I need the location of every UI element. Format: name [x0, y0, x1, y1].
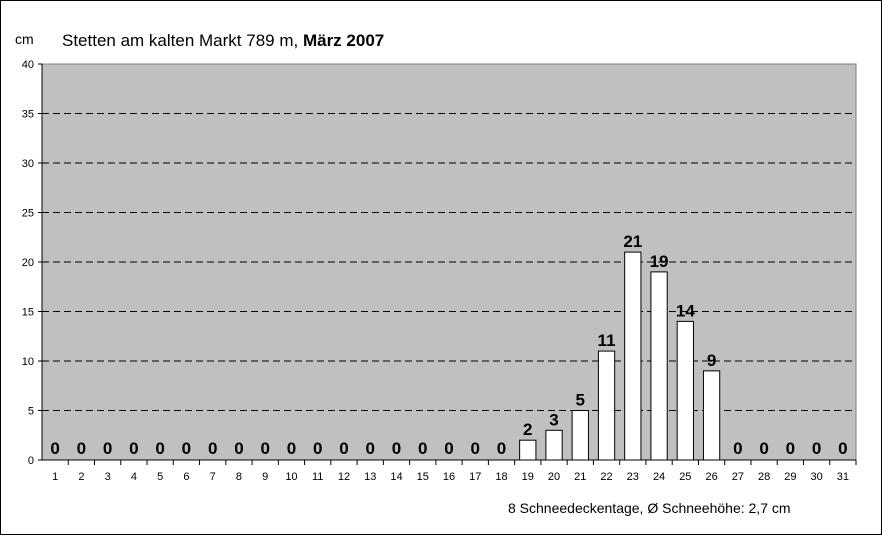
data-label: 0 — [497, 439, 506, 458]
y-tick-label: 5 — [28, 406, 34, 418]
data-label: 14 — [676, 301, 695, 320]
data-label: 0 — [471, 439, 480, 458]
x-tick-label: 8 — [236, 471, 242, 483]
x-tick-label: 10 — [285, 471, 297, 483]
x-tick-label: 25 — [679, 471, 691, 483]
y-tick-label: 35 — [22, 109, 34, 121]
y-tick-label: 25 — [22, 208, 34, 220]
chart-footer-summary: 8 Schneedeckentage, Ø Schneehöhe: 2,7 cm — [508, 500, 791, 516]
data-label: 0 — [287, 439, 296, 458]
data-label: 0 — [260, 439, 269, 458]
x-tick-label: 15 — [417, 471, 429, 483]
data-label: 0 — [759, 439, 768, 458]
x-tick-label: 7 — [210, 471, 216, 483]
data-label: 0 — [208, 439, 217, 458]
data-label: 0 — [155, 439, 164, 458]
y-tick-label: 0 — [28, 455, 34, 467]
bar — [676, 320, 694, 461]
y-axis-unit-label: cm — [15, 31, 34, 47]
data-label: 0 — [786, 439, 795, 458]
data-label: 0 — [812, 439, 821, 458]
data-label: 2 — [523, 420, 532, 439]
data-label: 3 — [549, 410, 558, 429]
x-tick-label: 14 — [390, 471, 402, 483]
x-tick-label: 13 — [364, 471, 376, 483]
x-tick-label: 1 — [52, 471, 58, 483]
y-tick-label: 20 — [22, 257, 34, 269]
data-label: 0 — [838, 439, 847, 458]
x-tick-label: 17 — [469, 471, 481, 483]
x-tick-label: 31 — [837, 471, 849, 483]
bar — [597, 350, 616, 461]
x-tick-label: 2 — [78, 471, 84, 483]
x-tick-label: 22 — [600, 471, 612, 483]
x-tick-label: 18 — [495, 471, 507, 483]
chart-title-period: März 2007 — [302, 31, 385, 50]
x-tick-label: 27 — [732, 471, 744, 483]
bar — [571, 410, 589, 461]
bar — [650, 271, 668, 461]
x-tick-label: 28 — [758, 471, 770, 483]
x-tick-label: 23 — [627, 471, 639, 483]
x-tick-label: 9 — [262, 471, 268, 483]
data-label: 5 — [576, 391, 585, 410]
data-label: 0 — [365, 439, 374, 458]
x-tick-label: 19 — [522, 471, 534, 483]
data-label: 0 — [313, 439, 322, 458]
data-label: 0 — [103, 439, 112, 458]
data-label: 0 — [339, 439, 348, 458]
chart-title-location: Stetten am kalten Markt 789 m, — [62, 31, 299, 50]
x-tick-label: 21 — [574, 471, 586, 483]
data-label: 0 — [234, 439, 243, 458]
x-tick-label: 20 — [548, 471, 560, 483]
y-tick-label: 30 — [22, 158, 34, 170]
x-tick-label: 5 — [157, 471, 163, 483]
bar — [519, 439, 537, 461]
x-tick-label: 6 — [183, 471, 189, 483]
y-tick-label: 15 — [22, 307, 34, 319]
x-tick-label: 26 — [705, 471, 717, 483]
x-tick-label: 16 — [443, 471, 455, 483]
y-tick-label: 40 — [22, 59, 34, 71]
x-tick-label: 24 — [653, 471, 665, 483]
x-tick-label: 30 — [810, 471, 822, 483]
y-tick-label: 10 — [22, 356, 34, 368]
x-tick-label: 3 — [105, 471, 111, 483]
x-tick-label: 12 — [338, 471, 350, 483]
data-label: 0 — [733, 439, 742, 458]
data-label: 0 — [77, 439, 86, 458]
data-label: 0 — [418, 439, 427, 458]
data-label: 11 — [598, 331, 616, 350]
data-label: 0 — [392, 439, 401, 458]
bar — [545, 429, 563, 461]
data-label: 0 — [444, 439, 453, 458]
bar — [624, 251, 642, 461]
data-label: 0 — [50, 439, 59, 458]
data-label: 0 — [129, 439, 138, 458]
data-label: 21 — [623, 232, 642, 251]
x-tick-label: 4 — [131, 471, 137, 483]
data-label: 19 — [650, 252, 669, 271]
x-tick-label: 11 — [312, 471, 323, 483]
x-tick-label: 29 — [784, 471, 796, 483]
chart-title: Stetten am kalten Markt 789 m, März 2007 — [62, 31, 384, 51]
bar — [702, 370, 721, 461]
data-label: 9 — [707, 351, 716, 370]
data-label: 0 — [182, 439, 191, 458]
